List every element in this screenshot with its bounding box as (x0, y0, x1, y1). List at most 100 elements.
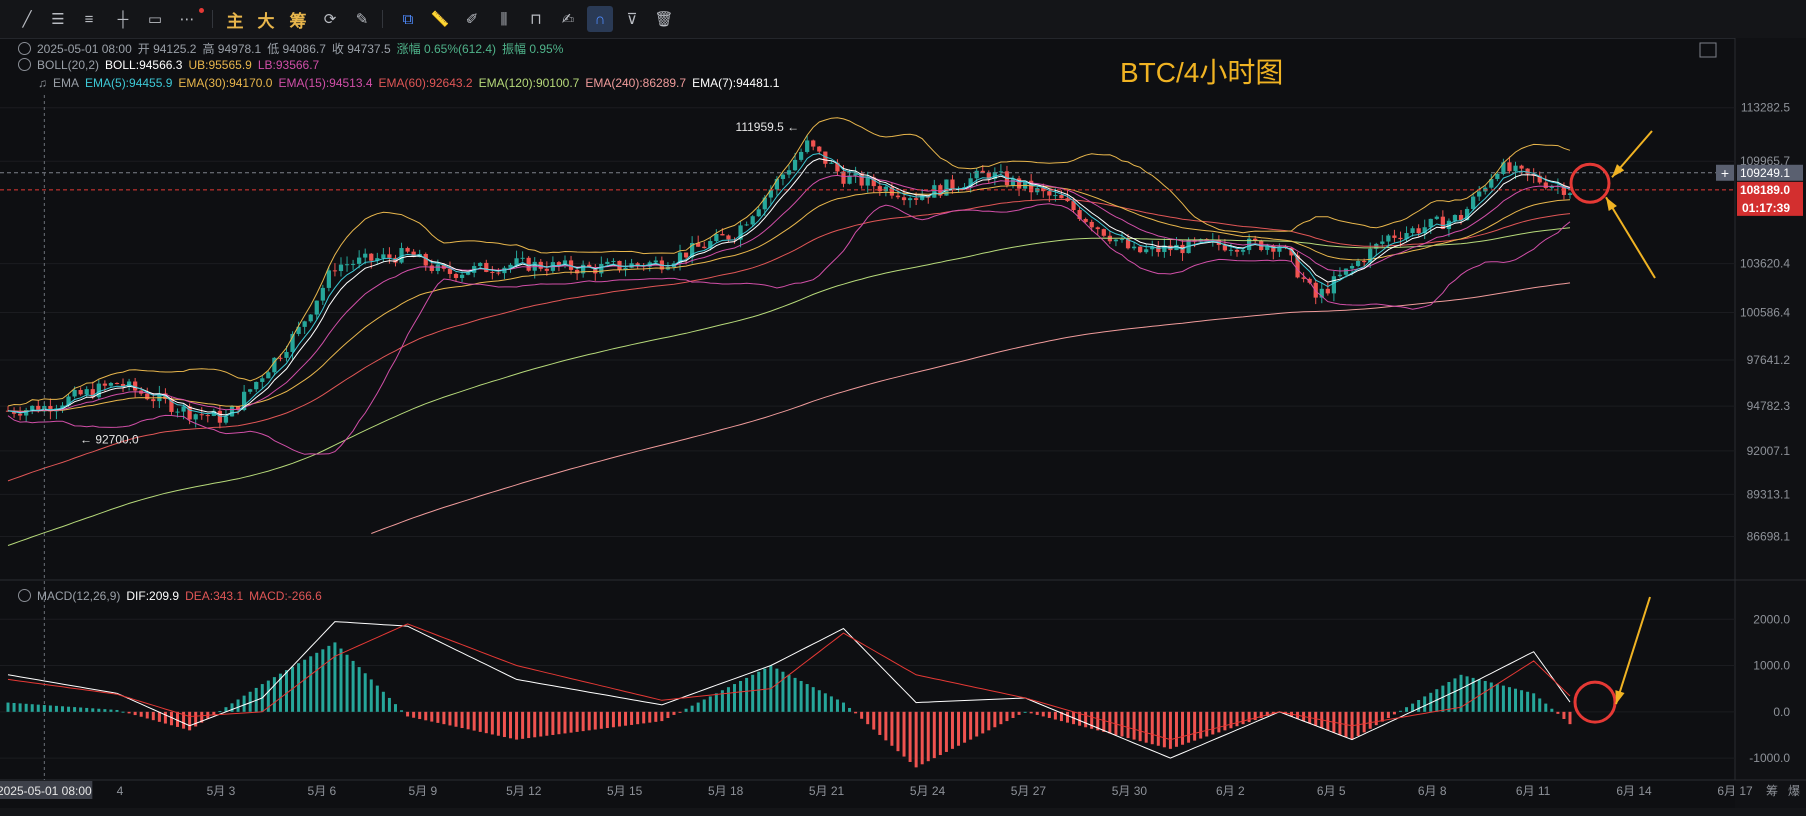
macd-bar (1138, 711, 1142, 742)
magnet-icon[interactable]: ∩ (587, 6, 613, 32)
rect-tool-icon[interactable]: ▭ (147, 11, 163, 28)
line-tool-icon[interactable]: ╱ (22, 11, 32, 28)
candle-body (823, 151, 828, 164)
candle-body (877, 186, 882, 192)
candle-body (1519, 165, 1524, 169)
macd-bar (1132, 711, 1136, 740)
macd-bar (18, 703, 22, 712)
candle-body (1422, 227, 1427, 234)
candle-body (1471, 196, 1476, 209)
macd-bar (1265, 711, 1269, 716)
eye-icon[interactable] (18, 589, 31, 602)
macd-bar (145, 711, 149, 719)
main-indicator-button[interactable]: 主 (226, 11, 244, 31)
macd-bar (363, 673, 367, 712)
candle-body (792, 159, 798, 171)
candle-body (78, 389, 83, 395)
macd-bar (375, 685, 379, 712)
macd-bar (648, 711, 652, 723)
chips-indicator-button[interactable]: 筹 (289, 11, 307, 31)
copy-icon[interactable]: ⧉ (402, 10, 414, 28)
candle-body (714, 233, 719, 242)
candle-body (205, 415, 210, 417)
candle-body (1289, 247, 1294, 256)
macd-bar (176, 711, 180, 727)
time-tick-12: 6月 5 (1317, 784, 1346, 798)
corner-label-1: 爆 (1788, 784, 1800, 798)
candle-body (284, 351, 289, 358)
macd-bar (490, 711, 494, 735)
boll-upper-line (7, 117, 1571, 407)
candle-body (1513, 165, 1518, 172)
eye-icon[interactable] (18, 42, 31, 55)
macd-bar (678, 711, 682, 713)
candle-body (914, 198, 919, 200)
ohlc-date: 2025-05-01 08:00 (37, 42, 132, 56)
macd-bar (1392, 711, 1396, 715)
candle-body (363, 253, 368, 258)
lock-icon[interactable]: ⊓ (530, 11, 542, 28)
more-tool-icon[interactable]: ⋯ (179, 11, 195, 28)
ruler-icon[interactable]: 📏 (430, 11, 450, 28)
macd-bar (987, 711, 991, 731)
candles-icon[interactable]: ⫼ (500, 10, 508, 28)
macd-bar (938, 711, 942, 756)
hline-tool-icon[interactable]: ┼ (117, 10, 129, 28)
candle-body (653, 260, 658, 263)
candle-body (290, 333, 295, 352)
pen-icon[interactable]: ✐ (465, 11, 479, 28)
macd-bar (666, 711, 670, 718)
macd-bar (381, 691, 385, 712)
candle-body (478, 262, 483, 267)
macd-bar (509, 711, 513, 739)
candle-body (114, 383, 120, 385)
macd-bar (248, 691, 252, 712)
macd-name: MACD(12,26,9) (37, 589, 121, 603)
candle-body (1325, 288, 1330, 294)
candle-body (30, 405, 35, 411)
macd-bar (91, 708, 95, 712)
candle-body (1010, 178, 1016, 186)
note-icon[interactable]: ✍ (561, 11, 575, 28)
brush-tool-icon[interactable]: ✎ (355, 11, 369, 28)
macd-bar (799, 680, 803, 712)
candle-body (811, 140, 816, 147)
candle-body (490, 271, 495, 273)
price-tag-current: 109249.1 (1740, 166, 1790, 180)
candle-body (1495, 173, 1500, 179)
macd-bar (1126, 711, 1130, 739)
macd-bar (60, 706, 64, 712)
macd-bar (823, 693, 827, 712)
macd-bar (702, 699, 706, 712)
candle-body (829, 162, 834, 164)
trash-icon[interactable]: 🗑 (654, 11, 674, 28)
macd-bar (1120, 711, 1124, 737)
bell-icon[interactable]: ♫ (38, 76, 47, 90)
candle-body (133, 381, 138, 391)
time-tick-3: 5月 9 (408, 784, 437, 798)
candle-body (1101, 229, 1106, 236)
hlines-tool-icon[interactable]: ☰ (51, 11, 65, 28)
ema-row: ♫ EMA EMA(5):94455.9 EMA(30):94170.0 EMA(15)… (38, 76, 791, 90)
list-tool-icon[interactable]: ≡ (84, 10, 94, 28)
candle-body (744, 224, 749, 226)
candle-body (1083, 218, 1088, 222)
candle-body (175, 411, 180, 413)
replay-icon[interactable]: ⟳ (323, 11, 337, 28)
macd-bar (1544, 703, 1548, 712)
eye-icon[interactable] (18, 58, 31, 71)
candle-body (1543, 182, 1548, 188)
macd-bar (660, 711, 664, 722)
macd-bar (890, 711, 894, 746)
candle-body (1222, 244, 1228, 251)
big-indicator-button[interactable]: 大 (257, 11, 275, 31)
candle-body (60, 405, 65, 409)
price-tag-current-bg (1737, 164, 1803, 181)
candle-body (738, 225, 743, 240)
time-tick-15: 6月 14 (1616, 784, 1652, 798)
filter-icon[interactable]: ⊽ (626, 11, 638, 28)
macd-bar (30, 704, 34, 712)
time-tick-4: 5月 12 (506, 784, 542, 798)
candle-body (260, 378, 265, 382)
